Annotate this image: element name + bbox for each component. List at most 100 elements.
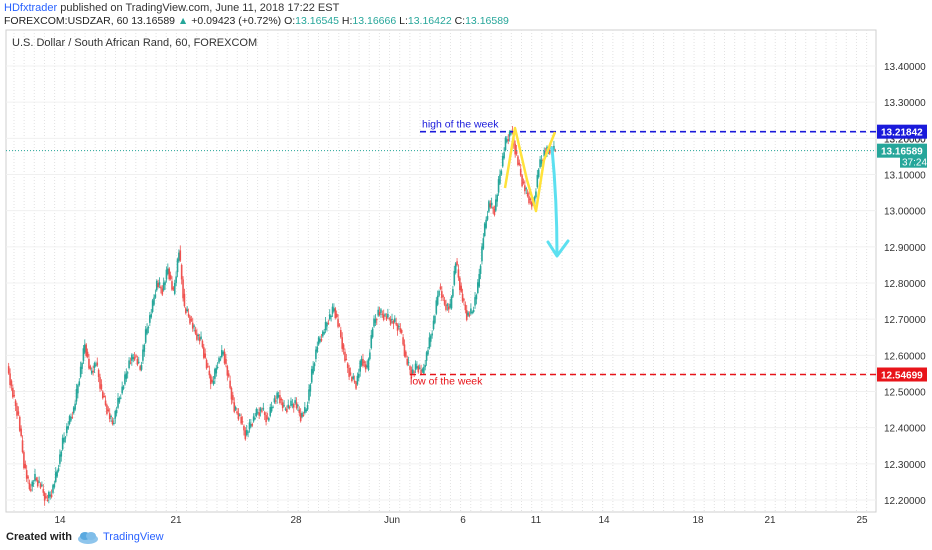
candle-body (187, 313, 190, 317)
candle-body (504, 137, 507, 151)
candle-body (30, 489, 32, 491)
candle-body (302, 415, 305, 417)
candle-body (247, 431, 249, 433)
candle-body (129, 362, 132, 364)
y-tick-label: 12.50000 (884, 388, 926, 399)
candle-body (52, 485, 54, 493)
candle-body (244, 430, 247, 440)
y-tick-label: 12.30000 (884, 460, 926, 471)
candle-body (77, 385, 79, 394)
candle-body (290, 400, 292, 406)
candle-body (514, 143, 516, 155)
candle-body (208, 370, 211, 376)
candle-body (119, 397, 122, 399)
tradingview-brand[interactable]: TradingView (103, 531, 164, 543)
candle-body (100, 384, 103, 390)
candle-body (269, 407, 272, 416)
candle-body (377, 309, 379, 316)
candle-body (471, 311, 474, 313)
candle-body (447, 306, 450, 310)
candle-body (428, 337, 431, 349)
candle-body (341, 337, 343, 349)
candle-body (93, 363, 96, 368)
candle-body (240, 416, 242, 424)
candle-body (48, 492, 50, 499)
candle-body (308, 389, 310, 401)
candle-body (309, 384, 312, 392)
candle-body (478, 273, 480, 287)
candle-body (391, 318, 393, 321)
candle-body (214, 369, 216, 379)
candle-body (270, 406, 273, 412)
candle-body (25, 470, 28, 479)
candle-body (126, 372, 129, 374)
candle-body (79, 366, 82, 378)
candle-body (103, 396, 105, 398)
candle-body (72, 407, 75, 414)
candle-body (150, 314, 153, 318)
candle-body (155, 280, 158, 291)
candle-body (245, 430, 248, 435)
low-of-week-label: low of the week (410, 376, 483, 388)
candle-body (382, 314, 385, 320)
candle-body (20, 428, 22, 436)
candle-body (64, 437, 67, 439)
y-tick-label: 13.00000 (884, 207, 926, 218)
candle-body (161, 288, 164, 295)
candle-body (432, 320, 435, 330)
close-label: C: (454, 15, 466, 27)
candle-body (46, 500, 49, 501)
candle-body (320, 339, 323, 341)
candle-body (483, 223, 486, 236)
candle-body (114, 411, 117, 419)
ohlc-legend: FOREXCOM:USDZAR, 60 13.16589 ▲ +0.09423 … (4, 15, 509, 27)
candle-body (118, 397, 121, 403)
author-link[interactable]: HDfxtrader (4, 2, 58, 14)
candle-body (402, 337, 404, 345)
candle-body (142, 349, 144, 361)
candle-body (348, 367, 350, 377)
candle-body (277, 395, 280, 397)
candle-body (90, 370, 93, 374)
candle-body (218, 357, 220, 363)
candle-body (95, 364, 97, 366)
candle-body (443, 300, 446, 305)
candle-body (349, 372, 352, 375)
candle-body (84, 344, 86, 353)
candle-body (529, 198, 532, 200)
candle-body (381, 313, 384, 315)
candle-body (363, 361, 366, 363)
open-label: O: (284, 15, 296, 27)
candle-body (373, 318, 375, 327)
candle-body (450, 296, 453, 309)
candle-body (305, 409, 308, 412)
candle-body (42, 489, 45, 493)
candle-body (355, 382, 357, 389)
candle-body (468, 314, 471, 316)
candle-body (107, 409, 110, 412)
candle-body (45, 496, 47, 498)
candle-body (117, 398, 119, 408)
candle-body (281, 402, 284, 409)
candle-body (521, 175, 523, 187)
candle-body (204, 353, 206, 358)
candle-body (10, 380, 13, 386)
candle-body (398, 326, 400, 328)
candle-body (388, 318, 391, 320)
candle-body (111, 420, 114, 425)
vertical-gridlines (13, 30, 868, 512)
candle-body (272, 406, 274, 408)
low-price-badge: 12.54699 (881, 371, 923, 382)
candle-body (495, 199, 497, 211)
candle-body (328, 314, 331, 320)
candlesticks (7, 126, 557, 506)
candle-body (136, 358, 139, 365)
candle-body (172, 287, 175, 290)
candle-body (34, 473, 36, 482)
candle-body (409, 366, 411, 370)
candle-body (233, 402, 236, 412)
candle-body (153, 297, 155, 305)
candle-body (106, 405, 108, 414)
candle-body (323, 332, 326, 334)
